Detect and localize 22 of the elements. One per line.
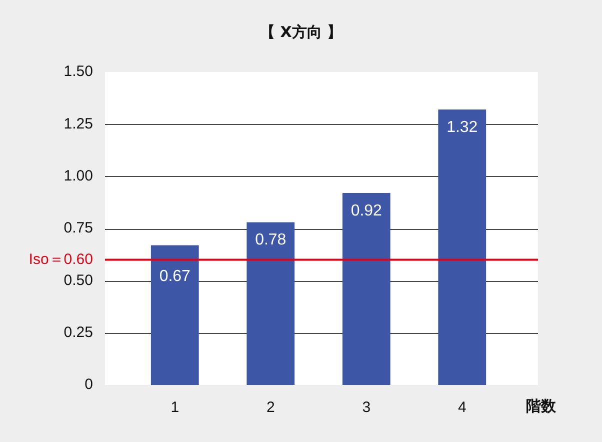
y-tick-label: 0 (84, 376, 93, 394)
x-tick-label: 3 (362, 399, 371, 416)
x-tick-label: 4 (458, 399, 466, 416)
y-tick-label: 1.25 (64, 115, 93, 132)
y-tick-label: 0.50 (64, 272, 93, 289)
y-tick-label: 0.25 (64, 324, 93, 341)
bar (342, 193, 390, 385)
ref-line-label: Iso＝0.60 (28, 250, 93, 268)
x-tick-label: 1 (170, 399, 180, 416)
bar (150, 245, 199, 385)
chart-title: 【 X方向 】 (260, 22, 342, 41)
bar (246, 222, 295, 385)
y-tick-label: 1.50 (64, 63, 93, 80)
x-tick-label: 2 (266, 399, 275, 416)
data-label: 0.67 (159, 268, 191, 286)
data-label: 0.78 (255, 232, 286, 249)
y-tick-label: 1.00 (64, 167, 93, 184)
x-axis-title: 階数 (526, 396, 557, 415)
data-label: 1.32 (446, 118, 478, 136)
bar (438, 110, 486, 385)
data-label: 0.92 (350, 202, 382, 220)
y-tick-label: 0.75 (64, 220, 93, 237)
